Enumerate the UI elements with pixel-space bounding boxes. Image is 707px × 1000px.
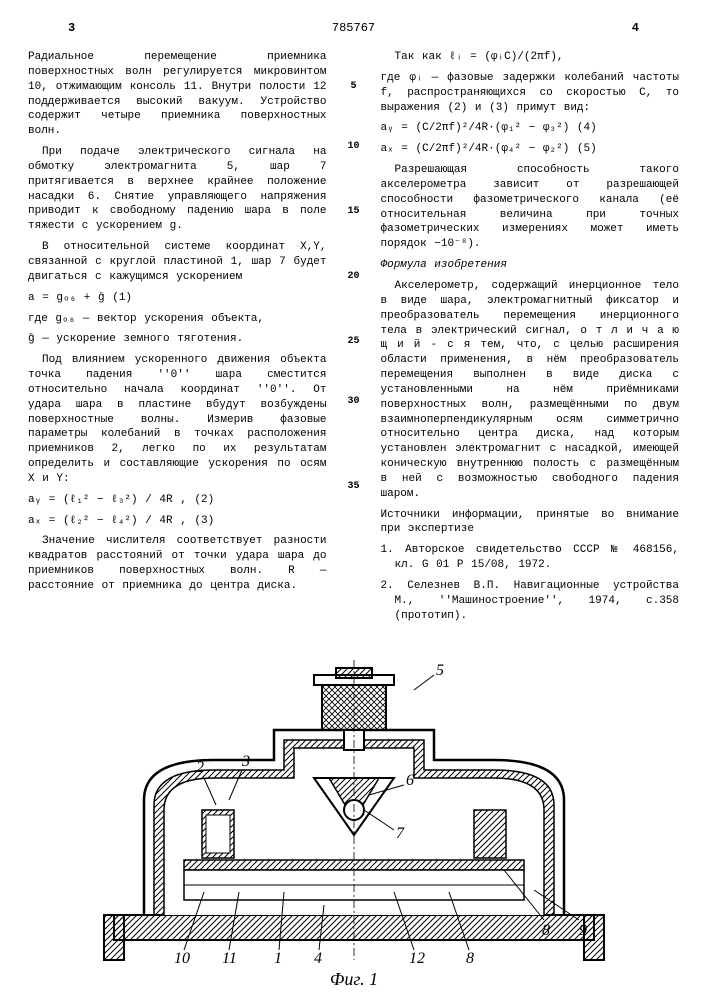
source-item: 1. Авторское свидетельство СССР № 468156…: [381, 543, 680, 573]
source-item: 2. Селезнев В.П. Навигационные устройств…: [381, 579, 680, 624]
svg-text:3: 3: [241, 753, 250, 770]
line-mark: 5: [350, 80, 356, 94]
equation-2: aᵧ = (ℓ₁² − ℓ₃²) / 4R , (2): [28, 493, 327, 508]
page: 3 785767 4 Радиальное перемещение приемн…: [0, 0, 707, 1000]
svg-text:8: 8: [542, 922, 550, 939]
header-row: 3 785767 4: [28, 20, 679, 50]
svg-text:8: 8: [466, 950, 474, 967]
line-mark: 35: [347, 480, 359, 494]
claim-text: Акселерометр, содержащий инерционное тел…: [381, 279, 680, 502]
svg-text:2: 2: [196, 759, 204, 776]
line-mark: 30: [347, 395, 359, 409]
patent-number: 785767: [332, 20, 375, 36]
paragraph: Радиальное перемещение приемника поверхн…: [28, 50, 327, 139]
svg-text:4: 4: [314, 950, 322, 967]
svg-text:5: 5: [436, 662, 444, 679]
line-mark: 15: [347, 205, 359, 219]
svg-text:7: 7: [396, 825, 405, 842]
right-column: Так как ℓᵢ = (φᵢC)/(2πf), где φᵢ — фазов…: [381, 50, 680, 625]
left-column: Радиальное перемещение приемника поверхн…: [28, 50, 327, 625]
paragraph: Так как ℓᵢ = (φᵢC)/(2πf),: [381, 50, 680, 65]
paragraph: При подаче электрического сигнала на обм…: [28, 145, 327, 234]
paragraph: Под влиянием ускоренного движения объект…: [28, 353, 327, 487]
sources-heading: Источники информации, принятые во вниман…: [381, 508, 680, 538]
figure-1-svg: 2 3 5 6 7 8 9 10 11 1 4 12 8 Фиг. 1: [74, 660, 634, 990]
equation-5: aₓ = (C/2πf)²/4R·(φ₄² − φ₂²) (5): [381, 142, 680, 157]
paragraph: где φᵢ — фазовые задержки колебаний част…: [381, 71, 680, 116]
line-number-gutter: 5 10 15 20 25 30 35: [345, 50, 363, 625]
figure-caption: Фиг. 1: [329, 969, 377, 989]
line-mark: 10: [347, 140, 359, 154]
paragraph: В относительной системе координат X,Y, с…: [28, 240, 327, 285]
line-mark: 20: [347, 270, 359, 284]
equation-1: a = gₒ₆ + ḡ (1): [28, 291, 327, 306]
svg-text:12: 12: [409, 950, 425, 967]
page-number-left: 3: [68, 20, 75, 36]
equation-3: aₓ = (ℓ₂² − ℓ₄²) / 4R , (3): [28, 514, 327, 529]
svg-text:6: 6: [406, 772, 414, 789]
line-mark: 25: [347, 335, 359, 349]
page-number-right: 4: [632, 20, 639, 36]
paragraph: Разрешающая способность такого акселером…: [381, 163, 680, 252]
claims-heading: Формула изобретения: [381, 258, 680, 273]
svg-text:11: 11: [222, 950, 237, 967]
paragraph: Значение числителя соответствует разност…: [28, 534, 327, 593]
svg-text:10: 10: [174, 950, 190, 967]
svg-text:1: 1: [274, 950, 282, 967]
definition: ḡ — ускорение земного тяготения.: [28, 332, 327, 347]
definition: где gₒ₆ — вектор ускорения объекта,: [28, 312, 327, 327]
two-column-body: Радиальное перемещение приемника поверхн…: [28, 50, 679, 625]
svg-text:9: 9: [579, 922, 587, 939]
equation-4: aᵧ = (C/2πf)²/4R·(φ₁² − φ₃²) (4): [381, 121, 680, 136]
figure-1: 2 3 5 6 7 8 9 10 11 1 4 12 8 Фиг. 1: [0, 625, 707, 990]
